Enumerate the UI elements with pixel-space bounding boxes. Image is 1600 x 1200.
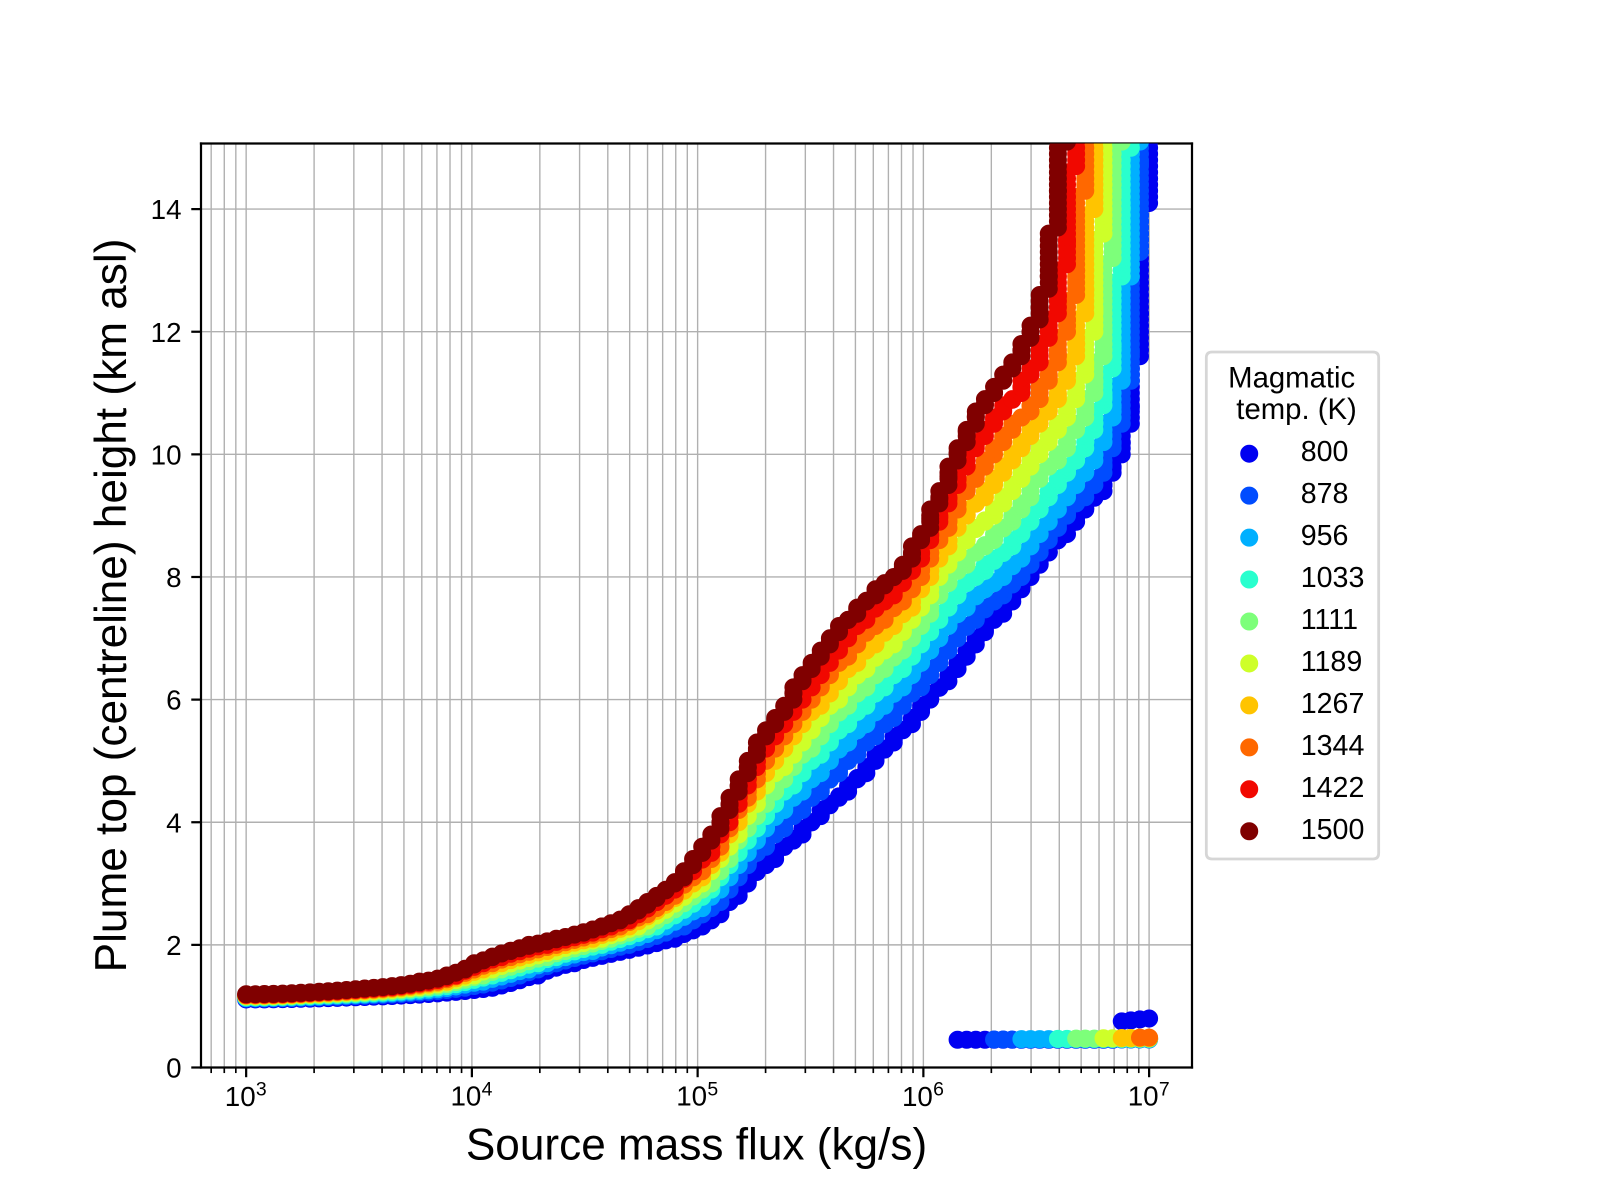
svg-text:10: 10 bbox=[151, 439, 182, 470]
svg-text:1 0 6: 1 0 6 bbox=[902, 1067, 945, 1116]
svg-text:12: 12 bbox=[151, 317, 182, 348]
svg-text:14: 14 bbox=[151, 194, 182, 225]
svg-text:1 0 5: 1 0 5 bbox=[676, 1067, 719, 1116]
svg-text:1189: 1189 bbox=[1301, 646, 1363, 678]
svg-text:1111: 1111 bbox=[1301, 604, 1358, 636]
svg-text:0: 0 bbox=[166, 1053, 181, 1084]
svg-text:1 0 3: 1 0 3 bbox=[225, 1067, 268, 1116]
svg-text:Magmatic: Magmatic bbox=[1228, 362, 1355, 395]
svg-text:1422: 1422 bbox=[1301, 772, 1365, 804]
svg-text:1 0 4: 1 0 4 bbox=[450, 1067, 493, 1116]
svg-text:8: 8 bbox=[166, 562, 181, 593]
svg-text:800: 800 bbox=[1301, 436, 1349, 468]
svg-text:1 0 7: 1 0 7 bbox=[1128, 1067, 1171, 1116]
svg-text:6: 6 bbox=[166, 685, 181, 716]
svg-text:878: 878 bbox=[1301, 478, 1349, 510]
svg-text:Source mass flux (kg/s): Source mass flux (kg/s) bbox=[466, 1120, 927, 1169]
svg-text:temp. (K): temp. (K) bbox=[1228, 393, 1357, 426]
svg-text:1267: 1267 bbox=[1301, 688, 1365, 720]
svg-text:Plume top (centreline) height: Plume top (centreline) height (km asl) bbox=[87, 239, 136, 973]
svg-text:1033: 1033 bbox=[1301, 562, 1365, 594]
svg-text:956: 956 bbox=[1301, 520, 1349, 552]
svg-text:4: 4 bbox=[166, 807, 181, 838]
svg-text:1344: 1344 bbox=[1301, 730, 1365, 762]
svg-text:2: 2 bbox=[166, 930, 181, 961]
svg-text:1500: 1500 bbox=[1301, 814, 1365, 846]
